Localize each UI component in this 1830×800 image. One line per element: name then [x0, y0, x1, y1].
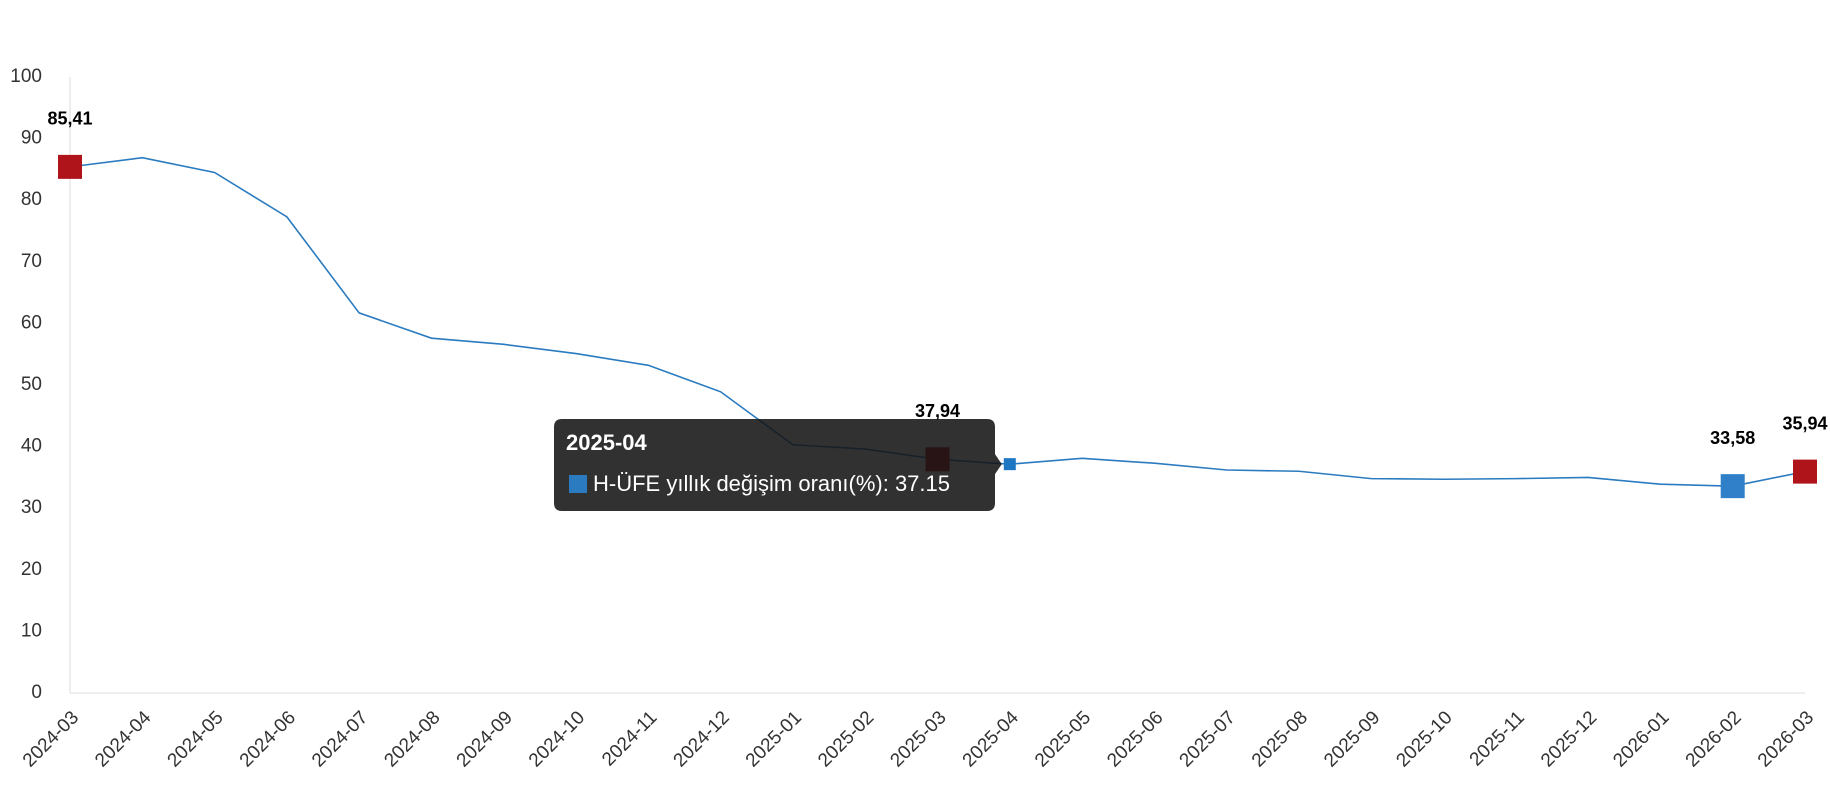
point-marker — [58, 154, 82, 179]
point-marker — [1720, 474, 1745, 499]
x-tick-label: 2026-01 — [1609, 707, 1673, 771]
x-tick-label: 2025-11 — [1466, 707, 1529, 770]
x-tick-label: 2024-09 — [453, 707, 517, 771]
x-tick-label: 2026-02 — [1682, 707, 1746, 771]
y-tick-label: 60 — [21, 312, 42, 333]
tooltip-title: 2025-04 — [566, 430, 648, 455]
data-label: 33,58 — [1710, 428, 1755, 448]
x-tick-label: 2026-03 — [1754, 707, 1818, 771]
x-tick-label: 2024-12 — [670, 707, 734, 771]
x-tick-label: 2024-08 — [380, 707, 444, 771]
x-tick-label: 2025-10 — [1392, 707, 1456, 771]
y-tick-label: 0 — [31, 682, 42, 703]
x-tick-label: 2025-07 — [1176, 707, 1240, 771]
x-tick-label: 2024-10 — [525, 707, 589, 771]
y-tick-label: 90 — [21, 128, 42, 149]
y-tick-label: 80 — [21, 189, 42, 210]
x-tick-label: 2024-06 — [236, 707, 300, 771]
y-tick-label: 50 — [21, 374, 42, 395]
tooltip-text: H-ÜFE yıllık değişim oranı(%): 37.15 — [593, 471, 950, 496]
x-tick-label: 2024-05 — [164, 707, 228, 771]
x-tick-label: 2024-03 — [19, 707, 83, 771]
x-tick-label: 2024-07 — [308, 707, 372, 771]
x-tick-label: 2025-01 — [742, 707, 806, 771]
x-tick-label: 2025-05 — [1031, 707, 1095, 771]
tooltip: 2025-04 H-ÜFE yıllık değişim oranı(%): 37… — [554, 419, 1002, 511]
tooltip-box — [554, 419, 1002, 511]
y-tick-label: 100 — [10, 66, 42, 87]
x-tick-label: 2024-04 — [91, 707, 155, 771]
y-tick-label: 40 — [21, 436, 42, 457]
tooltip-swatch — [569, 475, 587, 493]
data-label: 35,94 — [1782, 413, 1827, 433]
x-tick-label: 2025-09 — [1320, 707, 1384, 771]
x-tick-label: 2025-12 — [1537, 707, 1601, 771]
x-tick-label: 2025-08 — [1248, 707, 1312, 771]
y-tick-label: 20 — [21, 559, 42, 580]
y-tick-label: 30 — [21, 497, 42, 518]
y-tick-label: 70 — [21, 251, 42, 272]
y-tick-label: 10 — [21, 620, 42, 641]
x-tick-label: 2025-04 — [959, 707, 1023, 771]
x-tick-label: 2024-11 — [598, 707, 661, 770]
point-marker — [1003, 458, 1016, 471]
data-label: 37,94 — [915, 401, 960, 421]
x-tick-label: 2025-06 — [1103, 707, 1167, 771]
data-label: 85,41 — [47, 109, 92, 129]
x-tick-label: 2025-02 — [814, 707, 878, 771]
x-tick-label: 2025-03 — [886, 707, 950, 771]
point-marker — [1793, 459, 1817, 484]
